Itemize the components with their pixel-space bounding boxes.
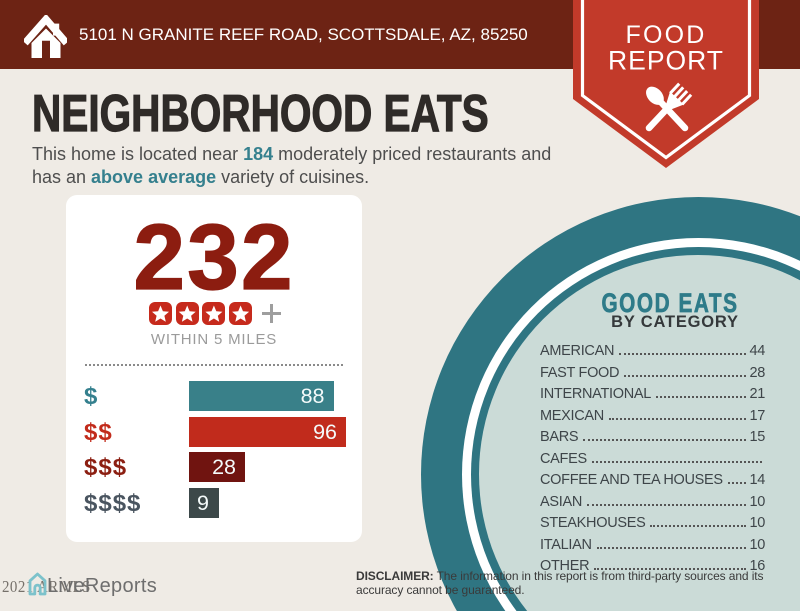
svg-text:FOOD: FOOD: [625, 21, 706, 49]
svg-text:REPORT: REPORT: [608, 46, 724, 76]
